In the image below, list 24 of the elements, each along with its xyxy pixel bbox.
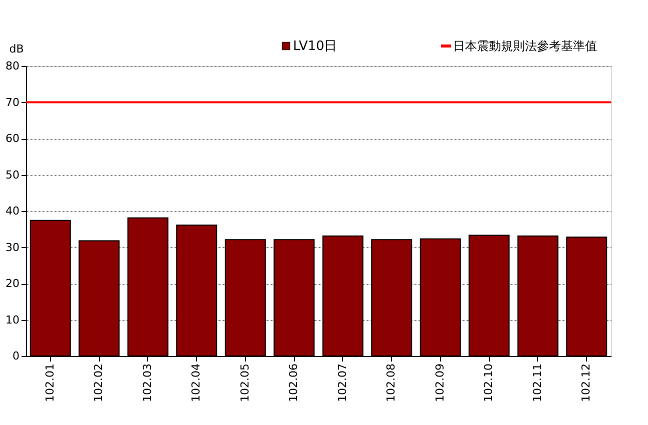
legend-label: 日本震動規則法參考基準值	[453, 39, 597, 53]
x-tick-label: 102.05	[238, 364, 252, 402]
x-tick-label: 102.07	[336, 364, 349, 402]
y-tick-label: 0	[12, 350, 20, 362]
y-axis-title: dB	[9, 42, 24, 56]
x-tick-label: 102.10	[482, 364, 496, 402]
y-tick-label: 30	[6, 240, 20, 254]
y-tick-label: 20	[6, 277, 20, 290]
legend-label: LV10日	[293, 39, 338, 54]
x-tick-label: 102.11	[530, 364, 544, 402]
y-tick-label: 40	[6, 204, 20, 218]
y-tick-label: 60	[6, 132, 20, 145]
x-tick-label: 102.04	[190, 364, 203, 402]
x-tick-label: 102.01	[43, 364, 56, 402]
x-tick-label: 102.03	[140, 364, 154, 402]
x-tick-label: 102.09	[433, 364, 446, 402]
x-tick-label: 102.02	[92, 364, 106, 402]
y-tick-label: 50	[6, 168, 20, 182]
y-tick-label: 80	[6, 60, 20, 72]
x-tick-label: 102.08	[384, 364, 398, 402]
y-tick-label: 10	[6, 313, 20, 326]
x-tick-label: 102.12	[580, 364, 593, 402]
y-tick-label: 70	[6, 96, 20, 109]
x-tick-label: 102.06	[287, 364, 300, 402]
